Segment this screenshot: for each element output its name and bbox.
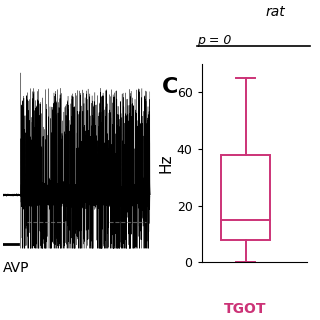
Y-axis label: Hz: Hz [159, 154, 174, 173]
Text: AVP: AVP [3, 260, 30, 275]
Text: p = 0: p = 0 [197, 34, 231, 47]
Text: C: C [162, 77, 178, 97]
Text: TGOT: TGOT [224, 302, 267, 316]
Bar [221, 155, 270, 240]
Text: rat: rat [266, 5, 285, 19]
